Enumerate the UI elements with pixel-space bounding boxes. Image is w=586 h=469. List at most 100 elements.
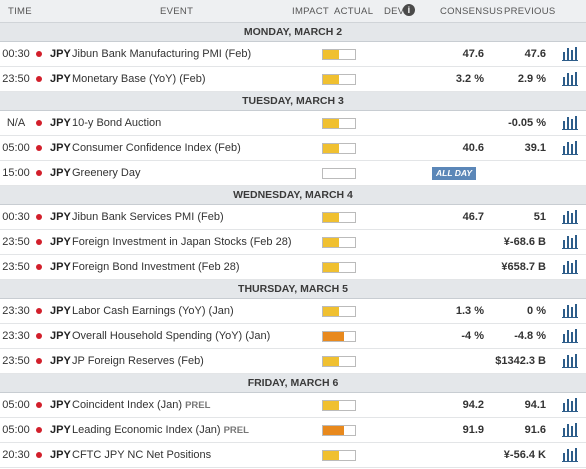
bar-chart-icon[interactable]	[562, 72, 578, 86]
previous-value: 0 %	[527, 305, 546, 317]
bar-chart-icon[interactable]	[562, 141, 578, 155]
event-name-text: Overall Household Spending (YoY) (Jan)	[72, 330, 271, 342]
all-day-badge: ALL DAY	[432, 167, 477, 180]
event-row[interactable]: 15:00 JPY Greenery Day ALL DAY	[0, 161, 586, 186]
bar-chart-icon[interactable]	[562, 329, 578, 343]
japan-flag-icon	[36, 308, 42, 314]
event-name[interactable]: Consumer Confidence Index (Feb)	[72, 136, 241, 160]
event-name-text: Leading Economic Index (Jan)	[72, 424, 221, 436]
japan-flag-icon	[36, 333, 42, 339]
event-row[interactable]: 05:00 JPY Consumer Confidence Index (Feb) 4…	[0, 136, 586, 161]
event-row[interactable]: 20:30 JPY CFTC JPY NC Net Positions ¥-56.4 …	[0, 443, 586, 468]
impact-bar	[322, 400, 356, 411]
event-name[interactable]: 10-y Bond Auction	[72, 111, 161, 135]
event-name[interactable]: Coincident Index (Jan) PREL	[72, 393, 210, 418]
bar-chart-icon[interactable]	[562, 423, 578, 437]
info-icon[interactable]: i	[403, 4, 415, 16]
event-name[interactable]: Foreign Investment in Japan Stocks (Feb …	[72, 230, 292, 254]
column-dev[interactable]: DEV	[384, 6, 405, 17]
bar-chart-icon[interactable]	[562, 260, 578, 274]
event-name[interactable]: Overall Household Spending (YoY) (Jan)	[72, 324, 270, 348]
impact-bar	[322, 356, 356, 367]
impact-bar	[322, 262, 356, 273]
impact-bar	[322, 212, 356, 223]
japan-flag-icon	[36, 76, 42, 82]
bar-chart-icon[interactable]	[562, 398, 578, 412]
event-row[interactable]: N/A JPY 10-y Bond Auction -0.05 %	[0, 111, 586, 136]
impact-bar	[322, 450, 356, 461]
bar-chart-icon[interactable]	[562, 116, 578, 130]
event-row[interactable]: 00:30 JPY Jibun Bank Services PMI (Feb) 46.…	[0, 205, 586, 230]
bar-chart-icon[interactable]	[562, 354, 578, 368]
event-row[interactable]: 23:50 JPY JP Foreign Reserves (Feb) $1342.3…	[0, 349, 586, 374]
bar-chart-icon[interactable]	[562, 210, 578, 224]
event-name[interactable]: Foreign Bond Investment (Feb 28)	[72, 255, 240, 279]
column-time[interactable]: TIME	[8, 6, 32, 17]
japan-flag-icon	[36, 452, 42, 458]
japan-flag-icon	[36, 51, 42, 57]
day-header: FRIDAY, MARCH 6	[0, 374, 586, 393]
event-row[interactable]: 23:50 JPY Foreign Bond Investment (Feb 28)…	[0, 255, 586, 280]
previous-value: -0.05 %	[508, 117, 546, 129]
event-name-text: Greenery Day	[72, 167, 141, 179]
event-name[interactable]: Greenery Day	[72, 161, 140, 185]
japan-flag-icon	[36, 264, 42, 270]
event-time: 23:50	[2, 355, 30, 367]
consensus-value: 91.9	[462, 424, 484, 436]
prel-badge: PREL	[185, 400, 211, 411]
event-currency: JPY	[50, 355, 71, 367]
event-currency: JPY	[50, 73, 71, 85]
event-row[interactable]: 23:30 JPY Labor Cash Earnings (YoY) (Jan) 1…	[0, 299, 586, 324]
impact-bar-fill	[323, 401, 339, 410]
event-name[interactable]: Monetary Base (YoY) (Feb)	[72, 67, 205, 91]
event-time: 23:50	[2, 261, 30, 273]
column-event[interactable]: EVENT	[160, 6, 194, 17]
consensus-value: -4 %	[461, 330, 484, 342]
event-row[interactable]: 00:30 JPY Jibun Bank Manufacturing PMI (Fe…	[0, 42, 586, 67]
bar-chart-icon[interactable]	[562, 47, 578, 61]
impact-bar-fill	[323, 119, 339, 128]
event-name[interactable]: Jibun Bank Manufacturing PMI (Feb)	[72, 42, 251, 66]
event-time: 23:30	[2, 330, 30, 342]
column-impact[interactable]: IMPACT	[292, 6, 329, 17]
event-time: 05:00	[2, 142, 30, 154]
impact-bar	[322, 49, 356, 60]
event-name[interactable]: Jibun Bank Services PMI (Feb)	[72, 205, 224, 229]
event-currency: JPY	[50, 142, 71, 154]
japan-flag-icon	[36, 120, 42, 126]
event-time: 00:30	[2, 211, 30, 223]
consensus-value: 3.2 %	[455, 73, 484, 85]
previous-value: $1342.3 B	[495, 355, 546, 367]
previous-value: 94.1	[524, 399, 546, 411]
impact-bar-fill	[323, 357, 339, 366]
event-name-text: Monetary Base (YoY) (Feb)	[72, 73, 206, 85]
column-consensus[interactable]: CONSENSUS	[440, 6, 503, 17]
event-name[interactable]: JP Foreign Reserves (Feb)	[72, 349, 204, 373]
prel-badge: PREL	[223, 425, 249, 436]
event-currency: JPY	[50, 211, 71, 223]
impact-bar-fill	[323, 307, 339, 316]
event-time: 23:50	[2, 236, 30, 248]
column-actual[interactable]: ACTUAL	[334, 6, 374, 17]
impact-bar-fill	[323, 332, 345, 341]
calendar-header: TIME EVENT IMPACT ACTUAL DEV i CONSENSUS…	[0, 0, 586, 23]
event-name[interactable]: Leading Economic Index (Jan) PREL	[72, 418, 249, 443]
event-currency: JPY	[50, 305, 71, 317]
consensus-value: 1.3 %	[455, 305, 484, 317]
bar-chart-icon[interactable]	[562, 304, 578, 318]
column-previous[interactable]: PREVIOUS	[504, 6, 556, 17]
event-currency: JPY	[50, 449, 71, 461]
bar-chart-icon[interactable]	[562, 235, 578, 249]
event-row[interactable]: 23:50 JPY Foreign Investment in Japan Stoc…	[0, 230, 586, 255]
bar-chart-icon[interactable]	[562, 448, 578, 462]
event-name-text: Consumer Confidence Index (Feb)	[72, 142, 241, 154]
event-time: 15:00	[2, 167, 30, 179]
event-name[interactable]: Labor Cash Earnings (YoY) (Jan)	[72, 299, 234, 323]
event-name-text: 10-y Bond Auction	[72, 117, 162, 129]
event-row[interactable]: 23:30 JPY Overall Household Spending (YoY)…	[0, 324, 586, 349]
event-row[interactable]: 05:00 JPY Coincident Index (Jan) PREL 94.2 94…	[0, 393, 586, 418]
event-currency: JPY	[50, 48, 71, 60]
event-name[interactable]: CFTC JPY NC Net Positions	[72, 443, 211, 467]
event-row[interactable]: 23:50 JPY Monetary Base (YoY) (Feb) 3.2 % 2.…	[0, 67, 586, 92]
event-row[interactable]: 05:00 JPY Leading Economic Index (Jan) PREL…	[0, 418, 586, 443]
